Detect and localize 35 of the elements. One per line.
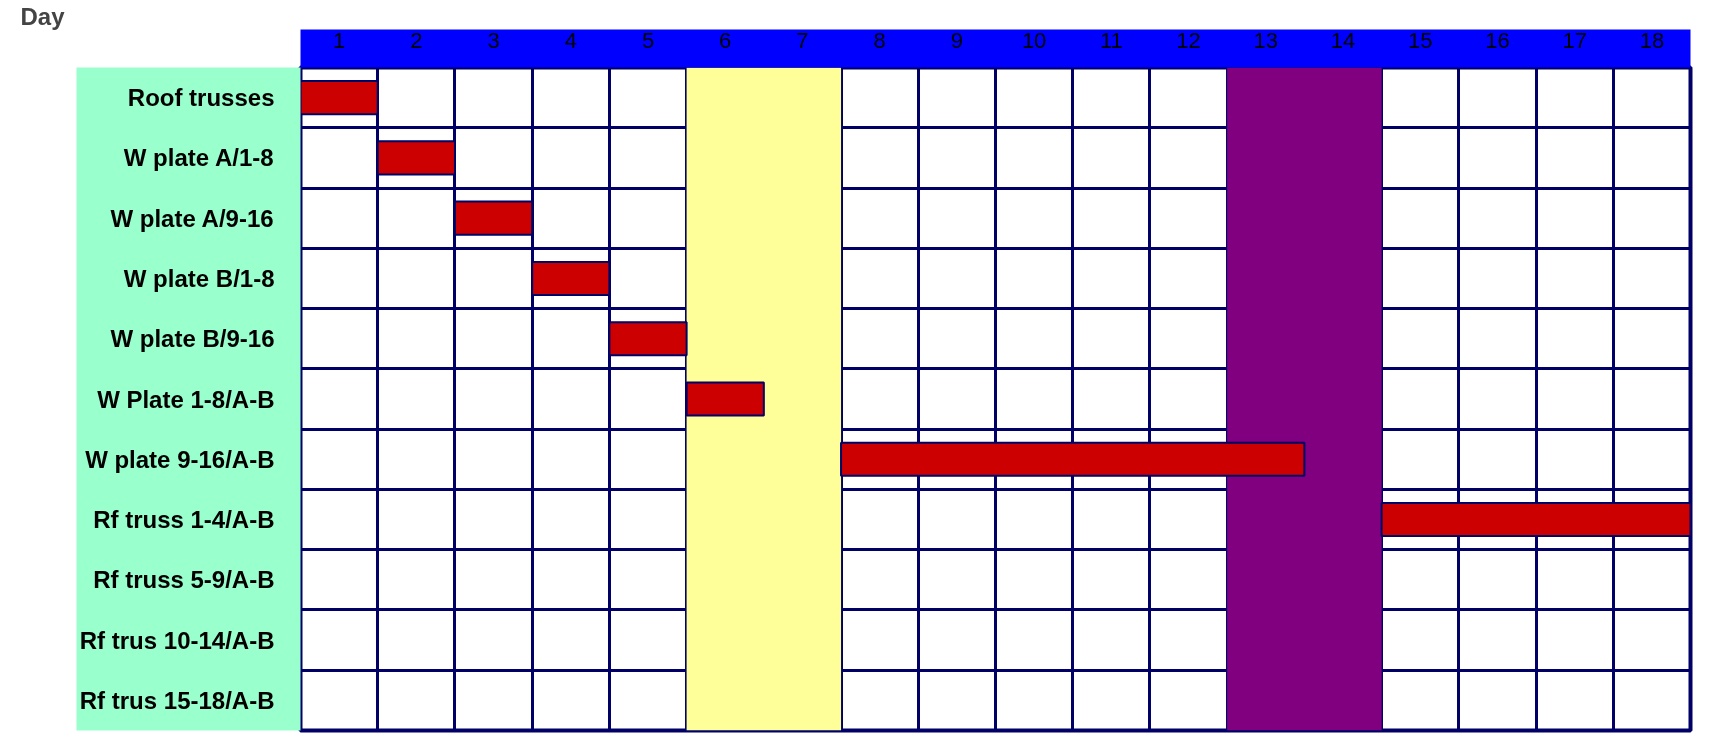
x-tick-label: 3 (487, 27, 500, 53)
y-tick-label: Rf trus 10-14/A-B (79, 626, 275, 654)
x-tick-label: 6 (719, 27, 732, 53)
bar (685, 381, 765, 417)
x-tick-label: 18 (1639, 27, 1665, 53)
y-tick-label: W plate B/1-8 (123, 264, 275, 292)
x-tick-label: 9 (950, 27, 964, 53)
x-tick-label: 12 (1176, 27, 1201, 53)
bar (608, 321, 688, 357)
y-tick-label: Rf truss 1-4/A-B (93, 506, 275, 534)
y-tick-label: W plate 9-16/A-B (85, 445, 275, 473)
y-tick-label: W plate A/1-8 (123, 144, 274, 172)
x-tick-label: 10 (1021, 27, 1047, 53)
x-tick-label: 14 (1330, 27, 1356, 53)
bar (840, 441, 1306, 477)
x-tick-label: 16 (1485, 27, 1510, 53)
x-tick-label: 1 (332, 27, 346, 53)
x-axis-title: Day (20, 2, 66, 30)
x-tick-label: 13 (1253, 27, 1279, 53)
y-tick-label: W plate B/9-16 (110, 325, 275, 353)
y-tick-label: W Plate 1-8/A-B (97, 385, 275, 413)
x-tick-label: 2 (410, 27, 423, 53)
x-tick-label: 17 (1562, 27, 1587, 53)
y-tick-label: Rf trus 15-18/A-B (79, 686, 275, 714)
x-tick-label: 8 (873, 27, 886, 53)
y-tick-label: Rf truss 5-9/A-B (93, 566, 275, 594)
bar (453, 200, 534, 236)
x-tick-label: 15 (1407, 27, 1433, 53)
y-tick-label: Roof trusses (127, 84, 275, 112)
y-tick-label: W plate A/9-16 (110, 204, 274, 232)
bar (531, 260, 611, 297)
x-tick-label: 5 (641, 27, 655, 53)
x-tick-label: 7 (796, 27, 809, 53)
x-tick-label: 4 (564, 27, 577, 53)
x-tick-label: 11 (1099, 27, 1123, 53)
